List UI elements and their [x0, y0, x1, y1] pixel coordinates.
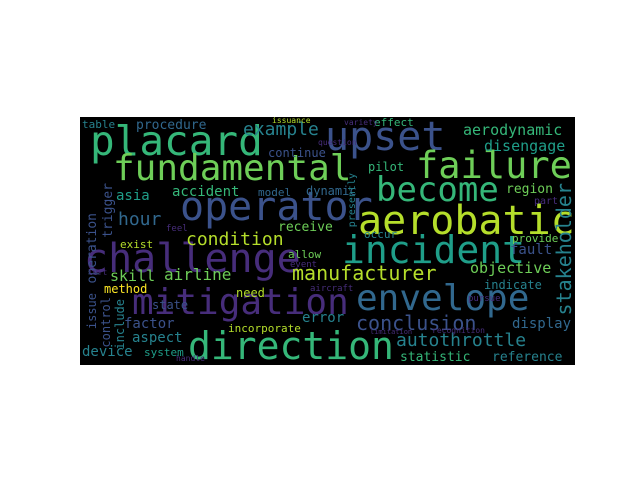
word-accident: accident — [172, 184, 240, 200]
word-recognition: recognition — [432, 326, 485, 335]
word-condition: condition — [186, 229, 284, 250]
word-reference: reference — [492, 350, 563, 365]
word-incident: incident — [342, 228, 526, 272]
word-factor: factor — [124, 316, 175, 332]
word-statistic: statistic — [400, 350, 471, 365]
word-disengage: disengage — [484, 137, 566, 155]
word-control: control — [99, 297, 113, 348]
word-variety: variety — [344, 118, 378, 127]
word-fault: fault — [510, 242, 553, 258]
word-question: question — [318, 138, 357, 147]
word-asia: asia — [116, 188, 150, 204]
word-aerobatic: aerobatic — [358, 198, 575, 244]
word-objective: objective — [470, 259, 552, 277]
word-operator: operator — [180, 184, 373, 230]
word-table: table — [82, 118, 116, 131]
word-need: need — [236, 286, 265, 300]
word-method: method — [104, 282, 148, 296]
word-continue: continue — [268, 146, 326, 160]
word-direction: direction — [188, 324, 394, 365]
word-presently: presently — [347, 173, 358, 228]
word-event: event — [290, 260, 318, 270]
word-part: part — [534, 196, 559, 207]
word-autothrottle: autothrottle — [396, 330, 527, 351]
word-challenge: challenge — [84, 236, 301, 282]
word-upset: upset — [325, 117, 446, 160]
word-envelope: envelope — [356, 278, 530, 319]
word-device: device — [82, 344, 133, 360]
word-handle: handle — [176, 354, 205, 363]
word-procedure: procedure — [136, 118, 207, 133]
word-skill: skill — [110, 267, 156, 285]
word-fundamental: fundamental — [113, 148, 352, 189]
word-occur: occur — [364, 228, 398, 241]
word-exist: exist — [120, 238, 154, 251]
word-effect: effect — [374, 117, 414, 129]
word-dynamic: dynamic — [306, 184, 357, 198]
word-trigger: trigger — [101, 183, 116, 238]
word-region: region — [506, 182, 553, 197]
word-provide: provide — [512, 232, 559, 245]
word-pursue: pursue — [468, 294, 501, 304]
word-model: model — [258, 186, 292, 199]
word-error: error — [302, 310, 345, 326]
word-indicate: indicate — [484, 278, 542, 292]
word-conclusion: conclusion — [356, 311, 477, 335]
word-failure: failure — [416, 144, 572, 187]
word-incorporate: incorporate — [228, 322, 301, 335]
word-mitigation: mitigation — [132, 282, 349, 323]
word-include: include — [113, 299, 127, 350]
word-feel: feel — [166, 224, 188, 234]
word-aspect: aspect — [132, 330, 183, 346]
word-issue: issue — [85, 293, 99, 330]
word-aerodynamic: aerodynamic — [463, 121, 563, 139]
word-hour: hour — [118, 209, 162, 230]
word-airline: airline — [164, 265, 232, 284]
word-state: state — [152, 298, 189, 312]
word-left: left — [88, 268, 108, 277]
word-pilot: pilot — [368, 160, 405, 174]
word-issuance: issuance — [272, 117, 311, 125]
word-receive: receive — [278, 220, 333, 235]
word-aircraft: aircraft — [310, 284, 354, 294]
word-example: example — [243, 119, 319, 140]
word-become: become — [376, 170, 499, 210]
word-allow: allow — [288, 248, 322, 261]
word-limitation: limitation — [370, 328, 413, 336]
word-manufacturer: manufacturer — [292, 261, 437, 285]
word-cloud: placard upset fundamental failure operat… — [80, 117, 575, 365]
word-system: system — [144, 346, 184, 359]
word-display: display — [512, 316, 572, 332]
word-placard: placard — [90, 117, 263, 165]
